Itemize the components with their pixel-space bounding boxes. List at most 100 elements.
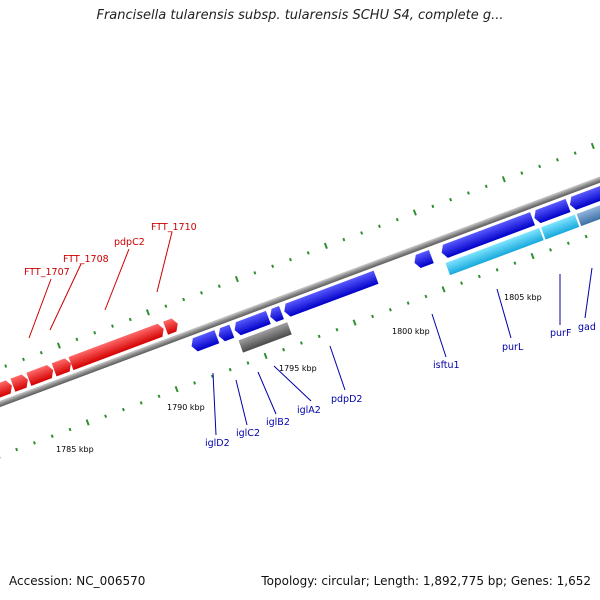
kbp-label-1785: 1785 kbp (56, 445, 94, 454)
gene-purl[interactable] (439, 212, 535, 259)
inner-tick (530, 252, 535, 260)
inner-tick (495, 268, 499, 272)
label-iglc2[interactable]: iglC2 (236, 428, 260, 439)
label-iglb2[interactable]: iglB2 (266, 417, 290, 428)
inner-tick (263, 352, 268, 360)
reverse-gene-labels: iglD2 iglC2 iglB2 iglA2 pdpD2 isftu1 pur… (205, 267, 596, 449)
kbp-label-1800: 1800 kbp (392, 327, 430, 336)
outer-tick (182, 297, 186, 302)
accession-text: Accession: NC_006570 (9, 574, 146, 588)
outer-tick (360, 231, 364, 235)
kbp-label-1790: 1790 kbp (167, 403, 205, 412)
kbp-scale: 1785 kbp 1790 kbp 1795 kbp 1800 kbp 1805… (56, 293, 542, 454)
inner-tick (0, 452, 1, 459)
gene-ftt-1711[interactable] (163, 317, 180, 335)
gene-cyan-2[interactable] (541, 214, 580, 240)
outer-tick (484, 184, 488, 189)
gene-cyan[interactable] (445, 227, 544, 276)
gene-steel[interactable] (576, 199, 600, 227)
inner-tick (139, 401, 143, 405)
gene-igld2[interactable] (189, 330, 220, 353)
kbp-label-1805: 1805 kbp (504, 293, 542, 302)
inner-tick (352, 319, 357, 326)
label-pdpd2[interactable]: pdpD2 (331, 394, 362, 405)
label-ftt-1708[interactable]: FTT_1708 (63, 254, 109, 265)
gene-ftt-1706[interactable] (0, 379, 14, 402)
inner-tick (460, 281, 464, 285)
inner-tick (50, 434, 54, 438)
gene-purf[interactable] (568, 185, 600, 212)
inner-tick (371, 314, 375, 319)
outer-tick (217, 284, 221, 288)
inner-tick (513, 261, 517, 265)
label-isftu1[interactable]: isftu1 (433, 360, 460, 371)
inner-tick (193, 381, 197, 385)
forward-genes (0, 317, 180, 402)
outer-tick (520, 171, 524, 175)
inner-tick (424, 294, 428, 299)
inner-tick (32, 441, 36, 445)
inner-tick (388, 308, 392, 312)
inner-tick-row (0, 234, 588, 459)
gene-igla2[interactable] (268, 306, 284, 323)
outer-tick (501, 176, 506, 183)
outer-tick (590, 142, 595, 150)
outer-tick (253, 271, 257, 275)
label-purf[interactable]: purF (550, 328, 571, 339)
chromosome-backbone (0, 163, 600, 421)
inner-tick (15, 447, 19, 452)
outer-tick (323, 242, 328, 249)
outer-tick (466, 191, 470, 195)
inner-tick (335, 327, 339, 332)
outer-tick (412, 209, 417, 216)
inner-tick (566, 241, 570, 245)
outer-tick (234, 275, 239, 283)
inner-tick (121, 407, 125, 412)
outer-tick-row (4, 142, 595, 368)
outer-tick (22, 357, 25, 362)
outer-tick (4, 364, 8, 368)
inner-tick (299, 341, 303, 345)
outer-tick (306, 251, 310, 255)
inner-tick (584, 234, 588, 239)
reverse-genes (189, 185, 600, 353)
outer-tick (93, 331, 97, 335)
inner-tick (549, 248, 552, 252)
outer-tick (56, 342, 61, 349)
gene-iglc2[interactable] (216, 324, 235, 343)
outer-tick (145, 309, 150, 316)
inner-tick (157, 394, 161, 399)
label-purl[interactable]: purL (502, 342, 524, 353)
map-title: Francisella tularensis subsp. tularensis… (96, 8, 504, 23)
forward-gene-labels: FTT_1707 FTT_1708 pdpC2 FTT_1710 (24, 222, 197, 339)
gene-ftt-1707[interactable] (10, 373, 30, 392)
label-igla2[interactable]: iglA2 (297, 405, 321, 416)
gene-ftt-1708[interactable] (26, 364, 55, 386)
label-igld2[interactable]: iglD2 (205, 438, 230, 449)
outer-tick (164, 304, 168, 308)
kbp-label-1795: 1795 kbp (279, 364, 317, 373)
outer-tick (395, 217, 399, 222)
inner-tick (174, 385, 179, 393)
inner-tick (282, 347, 286, 352)
gene-ftt-1710[interactable] (68, 322, 167, 371)
outer-tick (449, 197, 453, 202)
inner-tick (246, 361, 250, 365)
gene-pdpc2[interactable] (51, 357, 74, 377)
inner-tick (477, 274, 481, 279)
label-ftt-1710[interactable]: FTT_1710 (151, 222, 197, 233)
label-ftt-1707[interactable]: FTT_1707 (24, 267, 70, 278)
inner-tick (317, 334, 321, 339)
label-pdpc2[interactable]: pdpC2 (114, 237, 145, 248)
outer-tick (342, 237, 346, 242)
outer-tick (289, 257, 292, 262)
gene-gray[interactable] (238, 322, 292, 353)
outer-tick (377, 224, 381, 229)
gene-isftu1[interactable] (412, 249, 434, 269)
gene-purl-2[interactable] (532, 198, 571, 225)
gene-iglb2[interactable] (232, 310, 271, 337)
outer-tick (128, 317, 132, 322)
label-gad[interactable]: gad (578, 322, 596, 333)
gene-pdpd2[interactable] (282, 270, 379, 318)
